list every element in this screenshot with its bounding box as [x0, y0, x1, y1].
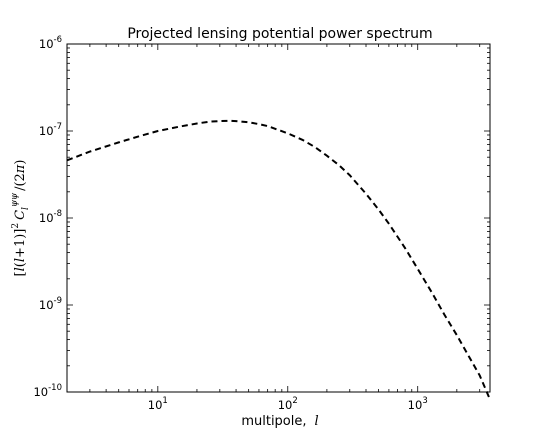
- x-axis-label: multipole, l: [241, 412, 318, 429]
- svg-text:[l(l+1)]2Clψψ/(2π): [l(l+1)]2Clψψ/(2π): [10, 160, 31, 277]
- y-tick-label: 10-8: [39, 209, 62, 225]
- x-axis-label-text: multipole,: [241, 414, 306, 429]
- y-tick-label: 10-6: [39, 35, 62, 51]
- x-tick-label: 103: [408, 396, 428, 412]
- x-axis-ticks: 101 102 103: [66, 44, 481, 412]
- plot-area: [66, 43, 491, 400]
- x-axis-label-var: l: [315, 414, 319, 429]
- y-axis-ticks: 10-10 10-9 10-8 10-7 10-6: [33, 35, 490, 399]
- y-tick-label: 10-10: [33, 383, 62, 399]
- chart-title: Projected lensing potential power spectr…: [127, 26, 432, 42]
- y-axis-label: [l(l+1)]2Clψψ/(2π): [10, 160, 31, 277]
- series-line: [66, 119, 491, 400]
- plot-frame: [66, 43, 491, 393]
- y-tick-label: 10-7: [39, 122, 62, 138]
- y-tick-label: 10-9: [39, 296, 62, 312]
- x-tick-label: 102: [278, 396, 298, 412]
- x-tick-label: 101: [148, 396, 168, 412]
